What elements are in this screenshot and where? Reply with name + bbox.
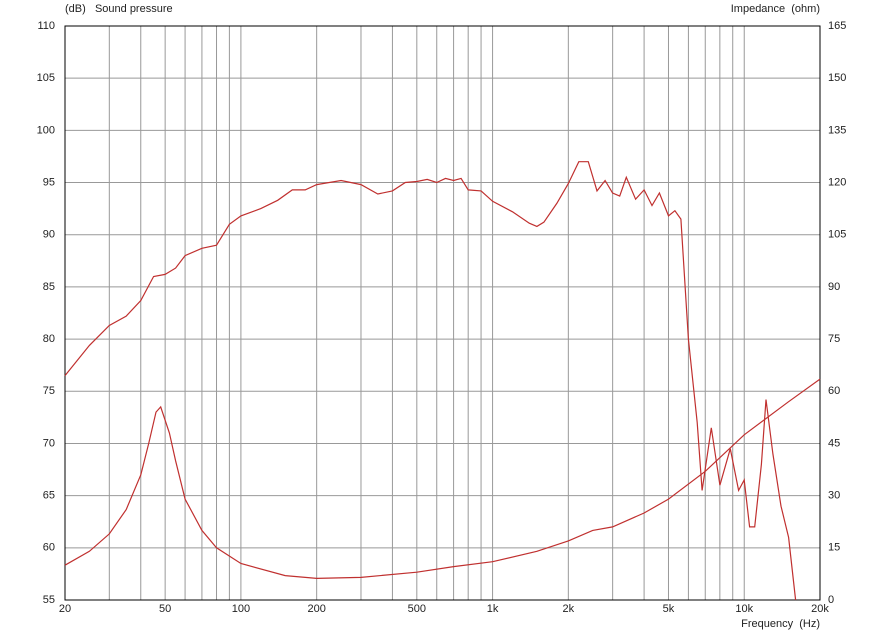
y2-tick-label: 45	[828, 437, 840, 449]
y-tick-label: 75	[43, 385, 55, 397]
y2-tick-label: 90	[828, 281, 840, 293]
x-tick-label: 2k	[563, 603, 575, 615]
plot-frame	[64, 25, 821, 601]
y2-tick-label: 15	[828, 542, 840, 554]
y-tick-label: 105	[37, 72, 55, 84]
x-tick-label: 100	[232, 603, 250, 615]
x-tick-label: 20	[59, 603, 71, 615]
y2-tick-label: 105	[828, 229, 846, 241]
y2-tick-label: 75	[828, 333, 840, 345]
y2-tick-label: 120	[828, 176, 846, 188]
y2-tick-label: 30	[828, 490, 840, 502]
y-tick-label: 60	[43, 542, 55, 554]
y-tick-label: 65	[43, 490, 55, 502]
series-line	[64, 161, 797, 601]
y2-tick-label: 0	[828, 594, 834, 606]
y-axis-label: (dB) Sound pressure	[65, 3, 173, 15]
y2-tick-label: 165	[828, 20, 846, 32]
y2-tick-label: 135	[828, 124, 846, 136]
x-tick-label: 50	[159, 603, 171, 615]
y2-tick-label: 60	[828, 385, 840, 397]
y-tick-label: 100	[37, 124, 55, 136]
y-tick-label: 70	[43, 437, 55, 449]
x-tick-label: 200	[307, 603, 325, 615]
x-tick-label: 1k	[487, 603, 499, 615]
y-tick-label: 85	[43, 281, 55, 293]
y-tick-label: 90	[43, 229, 55, 241]
y-tick-label: 80	[43, 333, 55, 345]
x-axis-label: Frequency (Hz)	[741, 618, 820, 630]
y-tick-label: 95	[43, 176, 55, 188]
y2-axis-label: Impedance (ohm)	[731, 3, 820, 15]
y-tick-label: 55	[43, 594, 55, 606]
x-tick-label: 500	[408, 603, 426, 615]
x-tick-label: 5k	[663, 603, 675, 615]
x-tick-label: 20k	[811, 603, 829, 615]
y-tick-label: 110	[37, 20, 55, 32]
y2-tick-label: 150	[828, 72, 846, 84]
x-tick-label: 10k	[735, 603, 753, 615]
series-line	[64, 378, 821, 580]
